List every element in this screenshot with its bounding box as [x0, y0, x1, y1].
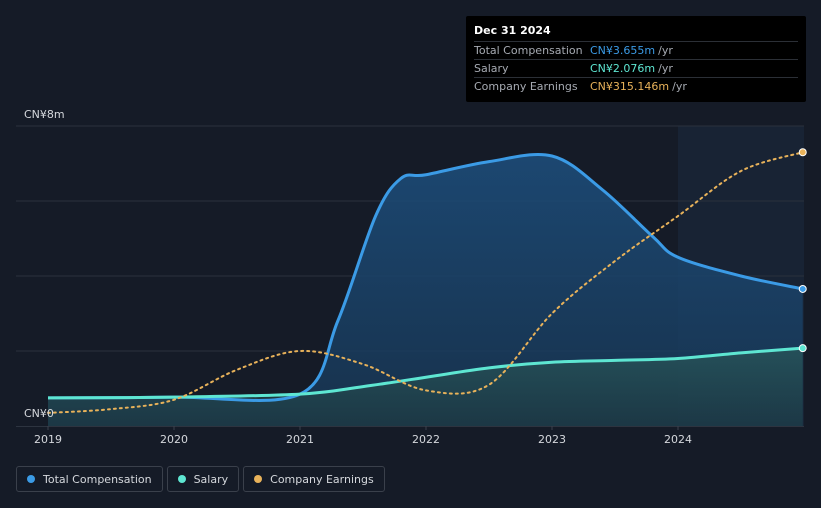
y-axis-label-bottom: CN¥0: [24, 407, 54, 420]
x-tick-label: 2022: [412, 433, 440, 446]
legend-dot-icon: [27, 475, 35, 483]
x-tick-label: 2021: [286, 433, 314, 446]
legend-dot-icon: [254, 475, 263, 483]
total-compensation-area: [48, 154, 803, 426]
total-compensation-line: [47, 152, 804, 402]
tooltip-label: Total Compensation: [474, 44, 583, 57]
tooltip-unit: /yr: [672, 80, 687, 93]
tooltip-row-total-compensation: Total Compensation CN¥3.655m /yr: [474, 42, 798, 60]
legend-company-earnings[interactable]: Company Earnings: [243, 466, 385, 492]
tooltip-value: CN¥2.076m: [590, 62, 656, 75]
x-axis-ticks: 2019 2020 2021 2022 2023 2024: [34, 426, 692, 446]
tooltip-value: CN¥3.655m: [590, 44, 656, 57]
legend-total-compensation[interactable]: Total Compensation: [16, 466, 163, 492]
x-tick-label: 2020: [160, 433, 188, 446]
tooltip-date: Dec 31 2024: [474, 22, 798, 42]
legend-label: Salary: [193, 472, 229, 486]
tooltip-row-salary: Salary CN¥2.076m /yr: [474, 60, 798, 78]
legend-dot-icon: [177, 475, 186, 483]
series-end-marker: [798, 148, 807, 157]
tooltip-row-company-earnings: Company Earnings CN¥315.146m /yr: [474, 78, 798, 95]
tooltip-label: Salary: [474, 62, 509, 75]
series-end-marker: [798, 284, 807, 293]
company-earnings-line: [47, 151, 804, 414]
tooltip-unit: /yr: [658, 62, 673, 75]
legend-salary[interactable]: Salary: [166, 466, 240, 492]
x-tick-label: 2024: [664, 433, 692, 446]
series-end-markers: [798, 148, 807, 353]
tooltip-label: Company Earnings: [474, 80, 578, 93]
legend-label: Total Compensation: [43, 472, 152, 486]
salary-area: [48, 348, 803, 426]
salary-line: [47, 346, 803, 400]
series-end-marker: [798, 344, 807, 353]
legend-label: Company Earnings: [270, 472, 374, 486]
tooltip-unit: /yr: [658, 44, 673, 57]
x-tick-label: 2023: [538, 433, 566, 446]
hover-tooltip: Dec 31 2024 Total Compensation CN¥3.655m…: [466, 16, 806, 102]
x-tick-label: 2019: [34, 433, 62, 446]
y-axis-label-top: CN¥8m: [24, 108, 65, 121]
chart-legend: Total Compensation Salary Company Earnin…: [16, 466, 385, 492]
tooltip-value: CN¥315.146m: [590, 80, 670, 93]
